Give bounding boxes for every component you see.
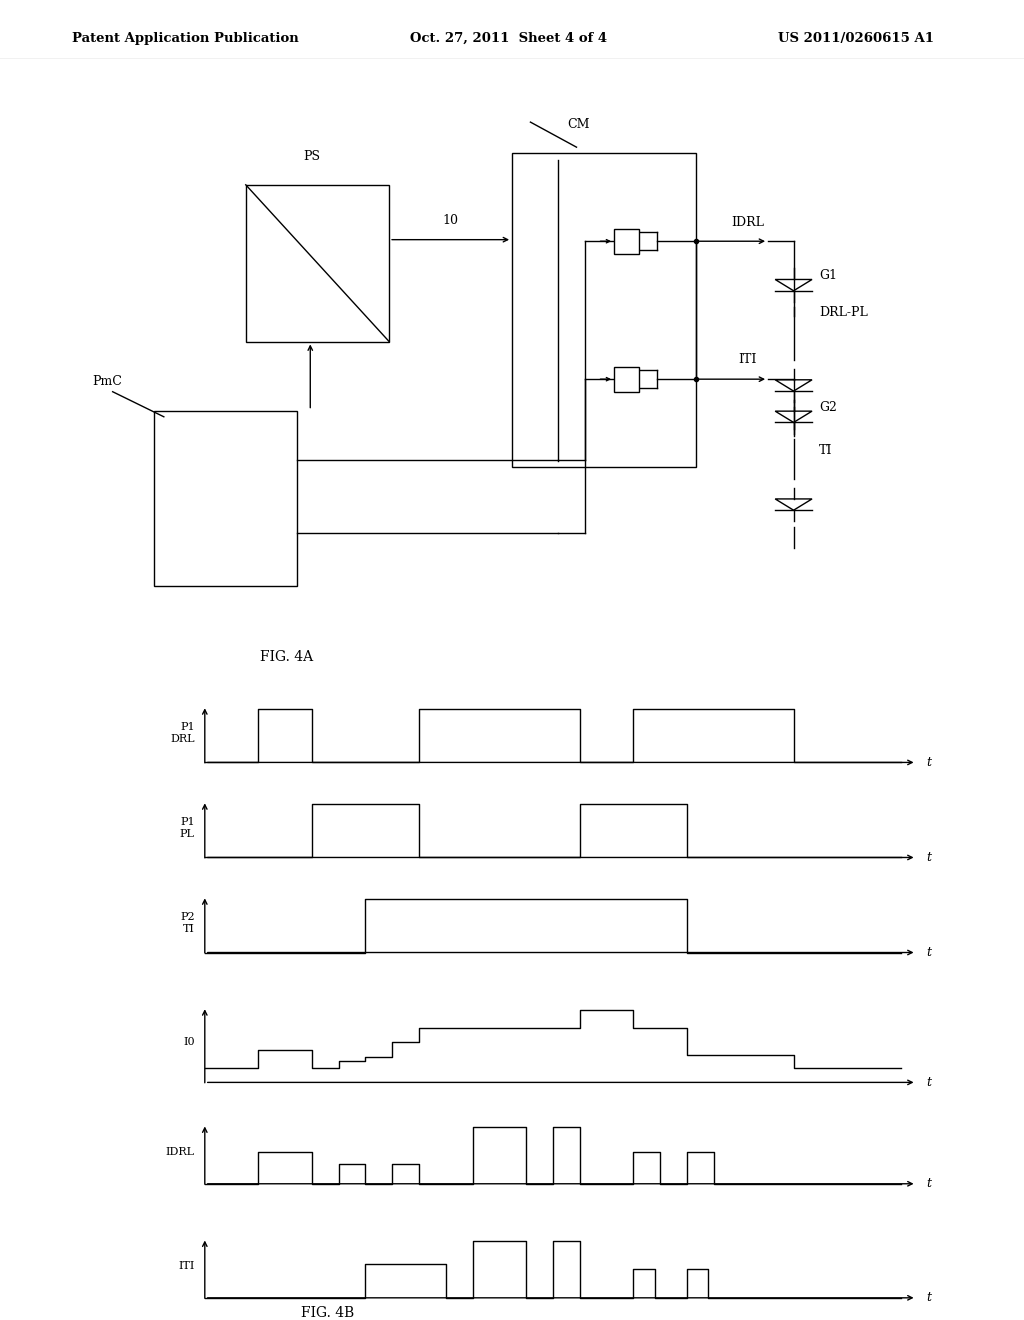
Text: t: t [927,1076,932,1089]
Bar [614,228,639,253]
Text: I0: I0 [183,1038,195,1047]
Text: P1
PL: P1 PL [179,817,195,838]
Text: t: t [927,851,932,865]
Text: G1: G1 [819,269,838,282]
Text: IDRL: IDRL [731,215,764,228]
Bar [614,367,639,392]
Text: G2: G2 [819,400,837,413]
Text: ITI: ITI [738,354,757,367]
Text: US 2011/0260615 A1: US 2011/0260615 A1 [778,32,934,45]
Text: PS: PS [303,149,321,162]
Text: CM: CM [567,119,590,132]
Text: PmC: PmC [92,375,122,388]
Text: t: t [927,756,932,770]
Text: Oct. 27, 2011  Sheet 4 of 4: Oct. 27, 2011 Sheet 4 of 4 [410,32,607,45]
Text: TI: TI [819,445,833,458]
Text: t: t [927,1177,932,1191]
Text: FIG. 4B: FIG. 4B [301,1307,354,1320]
Text: IDRL: IDRL [166,1147,195,1158]
Bar [246,185,389,342]
Text: P1
DRL: P1 DRL [170,722,195,743]
Bar [512,153,696,467]
Text: ITI: ITI [178,1262,195,1271]
Text: 10: 10 [442,214,459,227]
Text: DRL-PL: DRL-PL [819,306,868,319]
Text: P2
TI: P2 TI [180,912,195,933]
Text: FIG. 4A: FIG. 4A [260,651,313,664]
Text: t: t [927,1291,932,1304]
Bar [154,411,297,586]
Text: Patent Application Publication: Patent Application Publication [72,32,298,45]
Text: t: t [927,946,932,960]
